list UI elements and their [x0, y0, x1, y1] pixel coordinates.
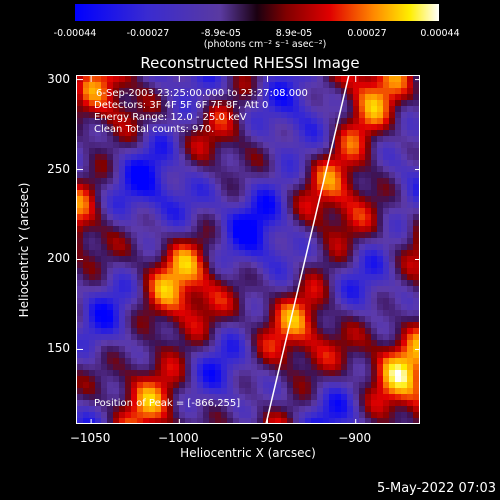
- x-tick-label: −950: [250, 431, 283, 445]
- time-range-text: 6-Sep-2003 23:25:00.000 to 23:27:08.000: [96, 88, 308, 99]
- colorbar-tick: 0.00027: [347, 28, 387, 39]
- colorbar: [75, 4, 439, 21]
- footer-date: 5-May-2022 07:03: [377, 481, 496, 496]
- x-tick-label: −1000: [158, 431, 199, 445]
- plot-area: [76, 75, 420, 424]
- colorbar-tick: -0.00044: [53, 28, 97, 39]
- chart-title: Reconstructed RHESSI Image: [140, 54, 360, 72]
- y-tick-label: 200: [47, 251, 70, 266]
- x-tick-label: −900: [338, 431, 372, 445]
- clean-counts-text: Clean Total counts: 970.: [94, 124, 215, 135]
- detectors-text: Detectors: 3F 4F 5F 6F 7F 8F, Att 0: [94, 100, 269, 111]
- x-tick-label: −1050: [69, 431, 111, 445]
- colorbar-tick: 8.9e-05: [275, 28, 313, 39]
- colorbar-tick: -8.9e-05: [201, 28, 241, 39]
- y-tick-label: 150: [47, 341, 70, 356]
- y-tick-label: 300: [47, 71, 70, 86]
- colorbar-units: (photons cm⁻² s⁻¹ asec⁻²): [203, 39, 327, 50]
- y-tick-label: 250: [47, 161, 70, 176]
- heatmap-image: [77, 76, 419, 423]
- peak-position-text: Position of Peak = [-866,255]: [94, 398, 241, 409]
- colorbar-tick: 0.00044: [420, 28, 460, 39]
- x-axis-label: Heliocentric X (arcsec): [180, 446, 316, 460]
- colorbar-tick: -0.00027: [126, 28, 170, 39]
- limb-line: [265, 76, 350, 423]
- energy-range-text: Energy Range: 12.0 - 25.0 keV: [94, 112, 247, 123]
- y-axis-label: Heliocentric Y (arcsec): [17, 182, 31, 318]
